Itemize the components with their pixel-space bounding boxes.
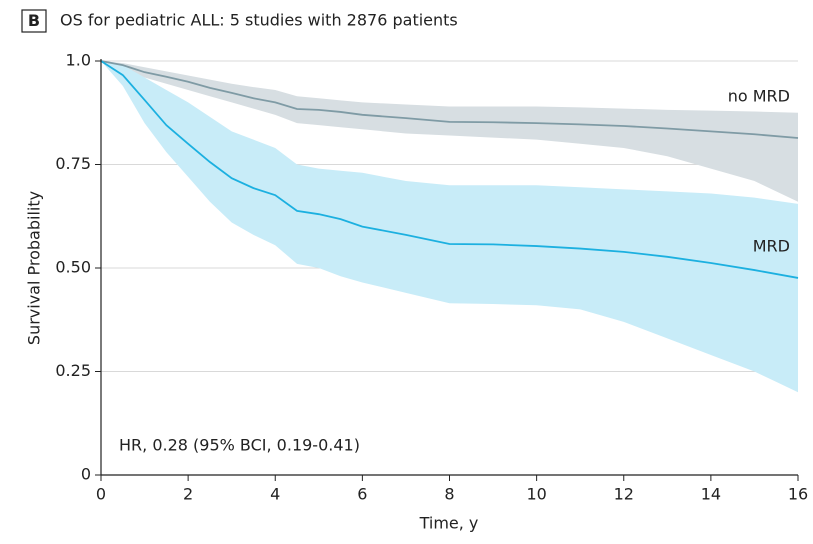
panel-box <box>21 9 47 33</box>
y-tick-label: 0.25 <box>55 361 91 380</box>
y-tick-label: 0.50 <box>55 258 91 277</box>
annotation: HR, 0.28 (95% BCI, 0.19-0.41) <box>119 436 360 455</box>
x-tick-label: 14 <box>701 485 721 504</box>
series-label: no MRD <box>728 87 790 106</box>
x-tick-label: 2 <box>183 485 193 504</box>
survival-line <box>100 60 799 279</box>
x-tick-label: 12 <box>614 485 634 504</box>
x-tick-label: 8 <box>444 485 454 504</box>
y-tick-label: 0.75 <box>55 154 91 173</box>
series-label: MRD <box>753 237 790 256</box>
confidence-band <box>101 61 798 393</box>
confidence-band <box>101 61 798 202</box>
x-tick-label: 16 <box>788 485 808 504</box>
survival-line <box>100 60 799 139</box>
y-tick-label: 1.0 <box>66 51 91 70</box>
panel-label: B <box>28 11 40 30</box>
y-tick-label: 0 <box>81 465 91 484</box>
x-tick-label: 6 <box>357 485 367 504</box>
x-tick-label: 10 <box>526 485 546 504</box>
x-tick-label: 0 <box>96 485 106 504</box>
y-axis-label: Survival Probability <box>25 191 44 345</box>
chart-title: OS for pediatric ALL: 5 studies with 287… <box>60 11 458 30</box>
x-tick-label: 4 <box>270 485 280 504</box>
x-axis-label: Time, y <box>419 514 479 533</box>
